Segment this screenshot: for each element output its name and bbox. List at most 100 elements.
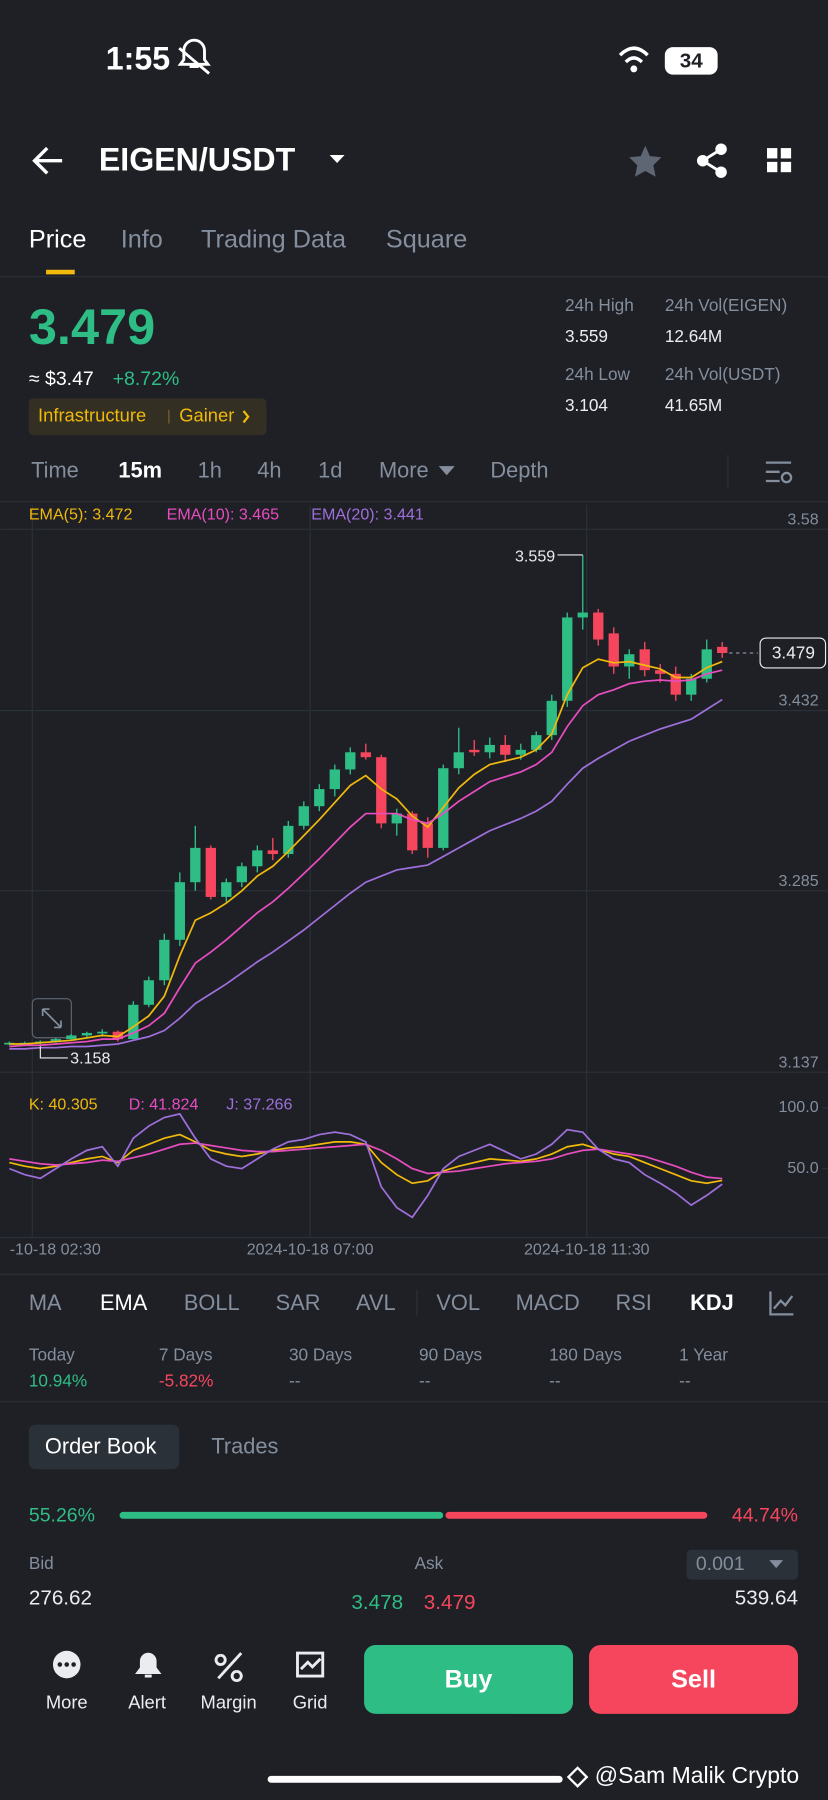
ask-ratio-bar (445, 1511, 708, 1519)
action-label[interactable]: Margin (201, 1691, 257, 1712)
interval[interactable]: Time (31, 458, 79, 483)
indicator-tab[interactable]: MACD (516, 1290, 580, 1315)
indicator-line (9, 698, 723, 1050)
indicator-settings[interactable] (769, 1291, 794, 1316)
period-label: 180 Days (549, 1344, 622, 1364)
candle-body (593, 612, 604, 640)
action-label[interactable]: Grid (293, 1691, 328, 1712)
pair-dropdown[interactable] (329, 154, 345, 164)
candle-body (283, 825, 294, 855)
interval[interactable]: 1d (318, 458, 342, 483)
candle-body (174, 882, 185, 940)
indicator-tab[interactable]: KDJ (690, 1290, 734, 1315)
more-icon[interactable] (52, 1650, 81, 1679)
sell-button[interactable] (589, 1645, 798, 1714)
step-select[interactable] (686, 1549, 798, 1580)
sector-tag[interactable]: Infrastructure (38, 405, 146, 426)
action-label[interactable]: Alert (128, 1691, 166, 1712)
candle-body (422, 823, 433, 848)
indicator-tab[interactable]: MA (29, 1290, 62, 1315)
high-label: 3.559 (515, 547, 555, 565)
candle-body (515, 749, 526, 755)
stat-label: 24h High (565, 295, 634, 315)
bid-ratio-bar (119, 1511, 444, 1519)
tab[interactable]: Price (29, 226, 87, 254)
interval[interactable]: 4h (257, 458, 281, 483)
book-tab[interactable]: Trades (211, 1433, 278, 1458)
interval[interactable]: 1h (198, 458, 222, 483)
tab-indicator (46, 269, 75, 275)
chevron (242, 410, 250, 424)
ask-price: 3.479 (424, 1591, 476, 1614)
indicator-tab[interactable]: EMA (100, 1290, 148, 1315)
price-change: +8.72% (113, 368, 180, 390)
candle-body (128, 1004, 139, 1040)
book-tab[interactable]: Order Book (45, 1433, 157, 1458)
stat-label: 24h Vol(EIGEN) (665, 295, 787, 315)
interval[interactable]: Depth (490, 458, 548, 483)
low-label: 3.158 (70, 1049, 110, 1067)
step-value[interactable]: 0.001 (696, 1553, 745, 1575)
tab-pill[interactable] (28, 1424, 180, 1470)
mute-icon (177, 38, 211, 75)
alert-icon[interactable] (135, 1652, 162, 1678)
favorite-icon[interactable] (629, 145, 662, 177)
candle-body (500, 744, 511, 755)
indicator-line (9, 1112, 723, 1219)
candle-body (484, 744, 495, 753)
kdj-legend: D: 41.824 (129, 1096, 199, 1114)
action-label[interactable]: More (46, 1691, 88, 1712)
indicator-tab[interactable]: SAR (276, 1290, 321, 1315)
settings-icon[interactable] (765, 461, 792, 483)
period-value: -5.82% (159, 1371, 214, 1391)
buy-label[interactable]: Buy (445, 1665, 493, 1693)
stat-value: 3.104 (565, 395, 608, 415)
interval[interactable]: More (379, 458, 429, 483)
indicator-tab[interactable]: VOL (436, 1290, 480, 1315)
candle-body (159, 939, 170, 981)
bid-price: 3.478 (351, 1591, 403, 1614)
battery-level: 34 (680, 49, 703, 72)
ema-legend: EMA(10): 3.465 (167, 506, 280, 524)
indicator-tab[interactable]: BOLL (184, 1290, 240, 1315)
tab[interactable]: Info (121, 226, 163, 254)
pair-title[interactable]: EIGEN/USDT (99, 141, 296, 177)
grid-icon[interactable] (766, 148, 792, 173)
ask-qty: 539.64 (735, 1587, 798, 1610)
period-value: -- (549, 1371, 560, 1391)
tab[interactable]: Trading Data (201, 226, 347, 254)
period-value: -- (419, 1371, 430, 1391)
indicator-tab[interactable]: AVL (356, 1290, 396, 1315)
tag-box[interactable] (28, 398, 267, 436)
sell-label[interactable]: Sell (671, 1665, 716, 1693)
candle-body (577, 612, 588, 618)
usd-price: ≈ $3.47 (29, 368, 94, 390)
expand-icon (41, 1008, 62, 1029)
bid-label: Bid (29, 1553, 54, 1573)
clock: 1:55 (106, 40, 170, 76)
back-button[interactable] (32, 146, 63, 175)
candle-body (221, 882, 232, 897)
share-icon[interactable] (696, 143, 727, 178)
chart: 3.137 3.285 3.432 3.58 3.559 3.158 3.479 50.0 10… (0, 510, 828, 1219)
candle-body (531, 735, 542, 750)
indicator-tab[interactable]: RSI (615, 1290, 651, 1315)
indicator-line (9, 658, 723, 1045)
gainer-tag[interactable]: Gainer (179, 405, 234, 426)
last-price: 3.479 (29, 298, 155, 355)
indicator-line (9, 669, 723, 1048)
candle-body (345, 752, 356, 770)
candle-body (562, 617, 573, 701)
candle-body (205, 847, 216, 897)
x-tick-label: -10-18 02:30 (10, 1240, 101, 1258)
candle-body (391, 813, 402, 824)
tab[interactable]: Square (386, 226, 467, 254)
margin-icon[interactable] (214, 1652, 243, 1682)
expand-button[interactable] (31, 998, 72, 1039)
buy-button[interactable] (364, 1645, 573, 1714)
grid-bot-icon[interactable] (296, 1651, 325, 1678)
ask-label: Ask (415, 1553, 444, 1573)
candle-body (717, 646, 728, 654)
interval[interactable]: 15m (118, 458, 162, 483)
